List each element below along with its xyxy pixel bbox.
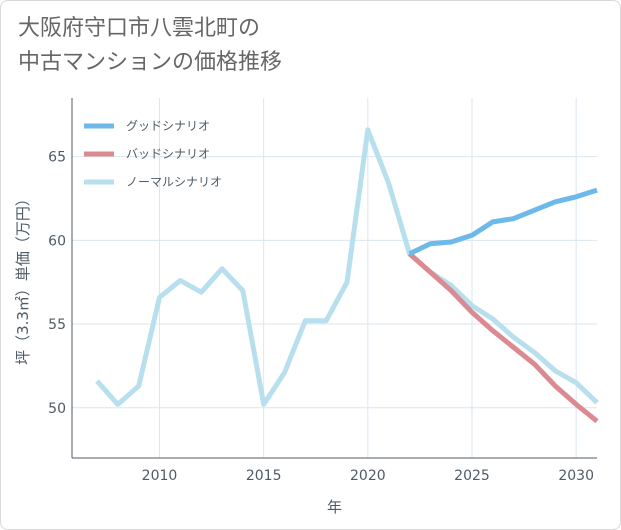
title-line-1: 大阪府守口市八雲北町の — [18, 16, 261, 41]
y-tick-label: 55 — [48, 317, 66, 333]
legend-label: グッドシナリオ — [126, 119, 210, 133]
x-tick-label: 2030 — [558, 468, 594, 484]
series-line-2 — [95, 127, 599, 407]
series-line-0 — [408, 187, 598, 256]
x-tick-label: 2015 — [246, 468, 282, 484]
legend-label: バッドシナリオ — [126, 147, 210, 161]
x-tick-label: 2020 — [350, 468, 386, 484]
legend-label: ノーマルシナリオ — [126, 175, 222, 189]
y-axis-label: 坪（3.3㎡）単価（万円） — [14, 191, 32, 365]
x-tick-label: 2010 — [142, 468, 178, 484]
y-tick-label: 60 — [48, 233, 66, 249]
series-layer — [95, 127, 599, 424]
y-tick-label: 65 — [48, 150, 66, 166]
series-line-1 — [407, 251, 599, 424]
x-axis-label: 年 — [327, 498, 342, 516]
title-line-2: 中古マンションの価格推移 — [18, 50, 283, 75]
x-tick-label: 2025 — [454, 468, 490, 484]
tick-labels: 2010 2015 2020 2025 2030 50 55 60 65 — [48, 150, 594, 484]
y-tick-label: 50 — [48, 401, 66, 417]
chart-title: 大阪府守口市八雲北町の 中古マンションの価格推移 — [18, 12, 282, 80]
grid-lines — [72, 98, 597, 458]
